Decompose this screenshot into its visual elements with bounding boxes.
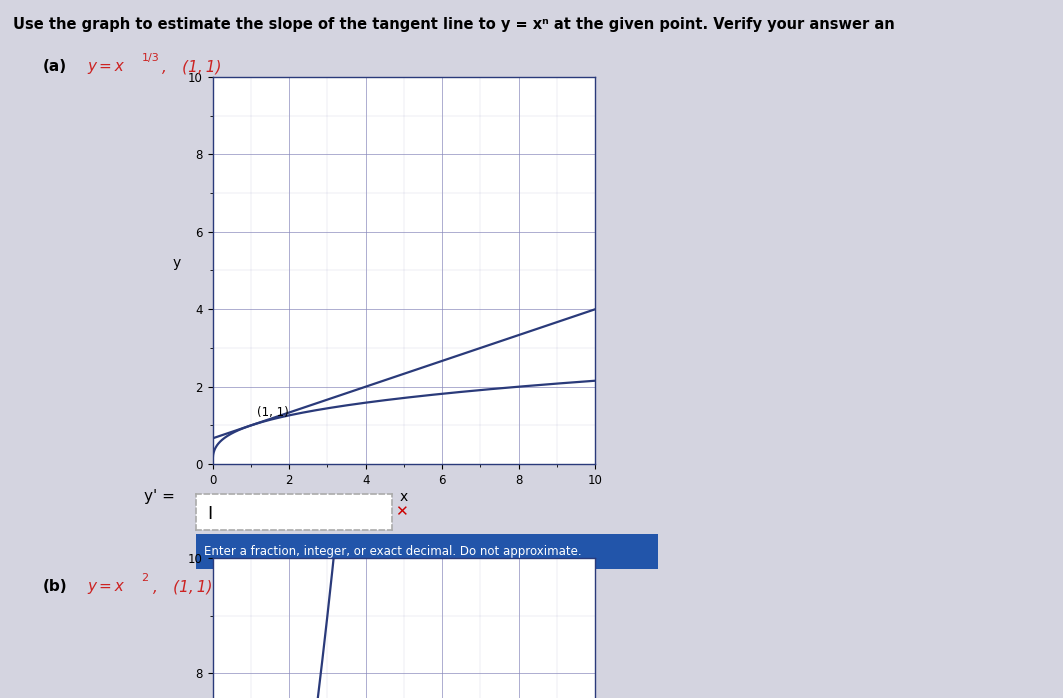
Text: I: I	[207, 505, 213, 523]
Text: y = x: y = x	[87, 59, 124, 74]
Text: , (1, 1): , (1, 1)	[153, 579, 213, 594]
Text: y' =: y' =	[144, 489, 174, 503]
Text: 1/3: 1/3	[141, 53, 159, 63]
Text: (a): (a)	[43, 59, 67, 74]
Text: y = x: y = x	[87, 579, 124, 594]
Text: 2: 2	[141, 573, 149, 583]
Text: Use the graph to estimate the slope of the tangent line to y = xⁿ at the given p: Use the graph to estimate the slope of t…	[13, 17, 894, 32]
Text: ✕: ✕	[395, 504, 408, 519]
Text: (b): (b)	[43, 579, 67, 594]
Text: , (1, 1): , (1, 1)	[162, 59, 221, 74]
X-axis label: x: x	[400, 490, 408, 504]
Text: Enter a fraction, integer, or exact decimal. Do not approximate.: Enter a fraction, integer, or exact deci…	[204, 545, 581, 558]
Y-axis label: y: y	[173, 256, 181, 270]
Text: (1, 1): (1, 1)	[256, 406, 288, 419]
